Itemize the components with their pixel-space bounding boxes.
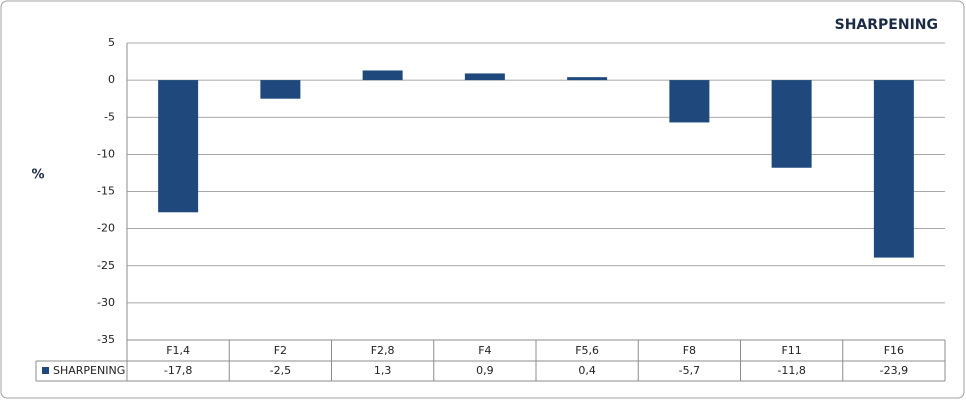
table-value: -17,8 bbox=[164, 364, 192, 377]
x-tick-label: F4 bbox=[478, 344, 491, 357]
x-tick-label: F5,6 bbox=[575, 344, 599, 357]
legend-key bbox=[42, 367, 49, 374]
x-tick-label: F1,4 bbox=[166, 344, 190, 357]
table-value: 1,3 bbox=[374, 364, 392, 377]
y-tick-label: -20 bbox=[97, 222, 115, 235]
y-tick-label: -35 bbox=[97, 333, 115, 346]
x-tick-label: F8 bbox=[683, 344, 696, 357]
y-tick-label: -30 bbox=[97, 296, 115, 309]
y-tick-label: -5 bbox=[104, 110, 115, 123]
bar bbox=[362, 70, 403, 81]
bar bbox=[260, 80, 301, 99]
table-value: -5,7 bbox=[679, 364, 700, 377]
chart-title: SHARPENING bbox=[835, 17, 938, 33]
y-tick-label: 5 bbox=[108, 36, 115, 49]
bar bbox=[669, 80, 710, 123]
bar bbox=[464, 73, 505, 81]
y-axis-label: % bbox=[31, 168, 44, 183]
table-value: -2,5 bbox=[270, 364, 291, 377]
bar bbox=[873, 80, 914, 258]
x-tick-label: F16 bbox=[884, 344, 904, 357]
x-tick-label: F2,8 bbox=[371, 344, 395, 357]
bar bbox=[567, 77, 608, 81]
table-value: 0,9 bbox=[476, 364, 494, 377]
bar bbox=[771, 80, 812, 168]
legend-label: SHARPENING bbox=[53, 364, 125, 377]
x-tick-label: F11 bbox=[781, 344, 801, 357]
table-value: 0,4 bbox=[578, 364, 596, 377]
bar bbox=[158, 80, 199, 213]
x-tick-label: F2 bbox=[274, 344, 287, 357]
y-tick-label: -25 bbox=[97, 259, 115, 272]
table-value: -23,9 bbox=[880, 364, 908, 377]
y-tick-label: 0 bbox=[108, 73, 115, 86]
y-tick-label: -10 bbox=[97, 147, 115, 160]
table-value: -11,8 bbox=[777, 364, 805, 377]
y-tick-label: -15 bbox=[97, 185, 115, 198]
